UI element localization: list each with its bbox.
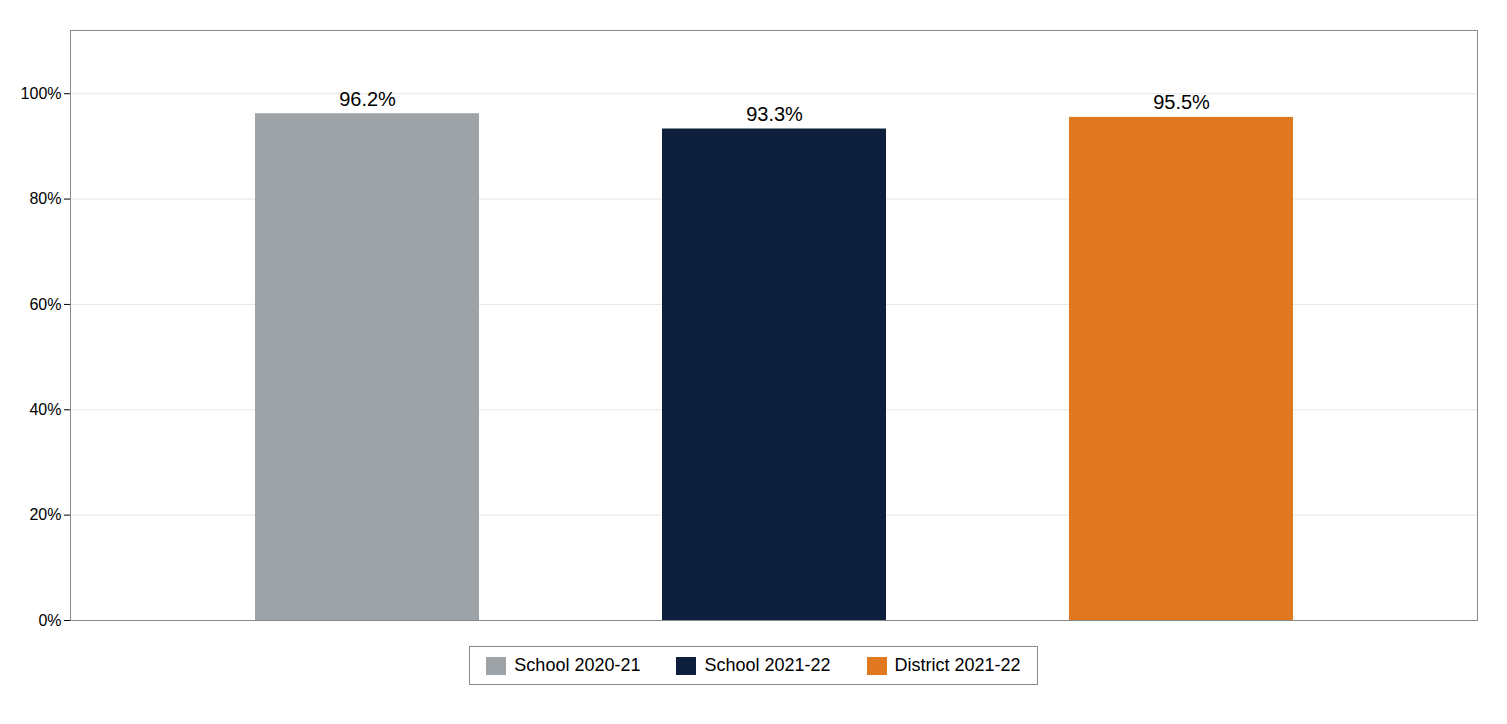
svg-text:0%: 0% bbox=[38, 612, 61, 629]
svg-text:60%: 60% bbox=[29, 296, 61, 313]
html-text:School 2020-21: School 2020-21 bbox=[514, 655, 641, 675]
svg-text:100%: 100% bbox=[21, 85, 62, 102]
svg-text:93.3%: 93.3% bbox=[746, 103, 803, 125]
svg-text:80%: 80% bbox=[29, 190, 61, 207]
svg-text:40%: 40% bbox=[29, 401, 61, 418]
svg-text:96.2%: 96.2% bbox=[339, 88, 396, 110]
svg-text:20%: 20% bbox=[29, 506, 61, 523]
svg-text:95.5%: 95.5% bbox=[1153, 91, 1210, 113]
html-text:School 2021-22: School 2021-22 bbox=[704, 655, 831, 675]
html-text:District 2021-22: District 2021-22 bbox=[894, 655, 1021, 675]
